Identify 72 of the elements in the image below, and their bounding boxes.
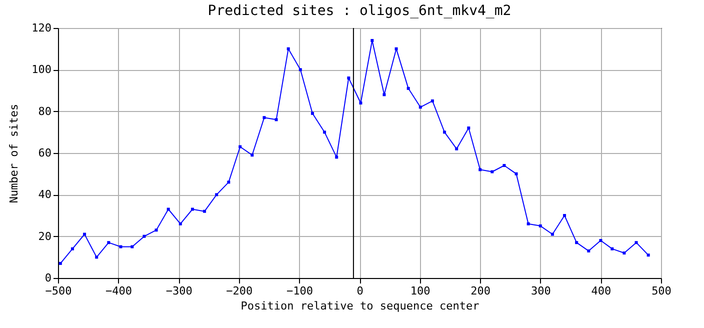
x-tick-label: 500: [652, 284, 672, 298]
y-tick-label: 0: [44, 272, 52, 284]
point: [455, 147, 458, 150]
point: [154, 228, 158, 232]
y-axis-title: Number of sites: [8, 104, 21, 204]
point: [634, 241, 638, 244]
point: [575, 241, 578, 244]
point: [95, 256, 98, 259]
point: [443, 130, 446, 134]
point: [394, 47, 398, 50]
point: [622, 252, 626, 254]
point: [406, 86, 410, 90]
point: [335, 156, 338, 159]
point: [70, 247, 74, 250]
x-tick-label: 400: [591, 284, 612, 298]
x-tick-label: −500: [45, 284, 72, 298]
point: [646, 254, 650, 257]
point: [130, 245, 134, 248]
x-tick-label: −200: [226, 284, 253, 298]
point: [190, 208, 194, 211]
point: [550, 232, 554, 236]
point: [599, 239, 602, 242]
x-tick-label: 200: [470, 284, 491, 298]
point: [526, 222, 530, 226]
point: [370, 39, 374, 42]
y-tick-label: 80: [38, 104, 52, 118]
x-tick-label: 300: [530, 284, 551, 298]
x-tick-label: 100: [410, 284, 430, 298]
y-tick-label: 40: [38, 188, 52, 202]
point: [250, 154, 254, 157]
point: [298, 68, 302, 72]
y-tick-label: 120: [32, 22, 52, 34]
point: [286, 47, 290, 50]
x-tick-label: −400: [106, 284, 132, 298]
point: [238, 145, 242, 148]
point: [262, 116, 266, 120]
point: [107, 241, 110, 244]
point: [58, 262, 62, 265]
point: [502, 164, 506, 167]
point: [83, 232, 86, 236]
point: [178, 222, 182, 226]
point: [203, 210, 206, 213]
point: [359, 102, 362, 104]
point: [563, 214, 566, 217]
point: [478, 168, 482, 172]
point: [142, 234, 146, 238]
point: [430, 99, 434, 102]
point: [323, 130, 326, 134]
point: [382, 93, 386, 96]
point: [119, 245, 122, 248]
point: [274, 118, 278, 122]
point: [215, 193, 218, 196]
y-tick-label: 20: [38, 230, 52, 243]
point: [418, 106, 422, 109]
x-tick-label: −100: [286, 284, 313, 298]
point: [227, 180, 230, 184]
point: [610, 247, 614, 250]
point: [490, 170, 494, 174]
x-tick-label: 0: [356, 284, 364, 298]
point: [166, 208, 170, 211]
chart-title: Predicted sites : oligos_6nt_mkv4_m2: [208, 3, 512, 19]
x-axis-title: Position relative to sequence center: [240, 300, 480, 312]
point: [514, 172, 518, 176]
point: [310, 112, 314, 115]
y-tick-label: 100: [32, 63, 52, 76]
y-tick-label: 60: [38, 146, 52, 160]
point: [587, 249, 590, 252]
point: [538, 224, 542, 228]
point: [467, 126, 470, 130]
line-series: [58, 39, 650, 265]
x-tick-label: −300: [166, 284, 192, 298]
point: [347, 76, 350, 80]
